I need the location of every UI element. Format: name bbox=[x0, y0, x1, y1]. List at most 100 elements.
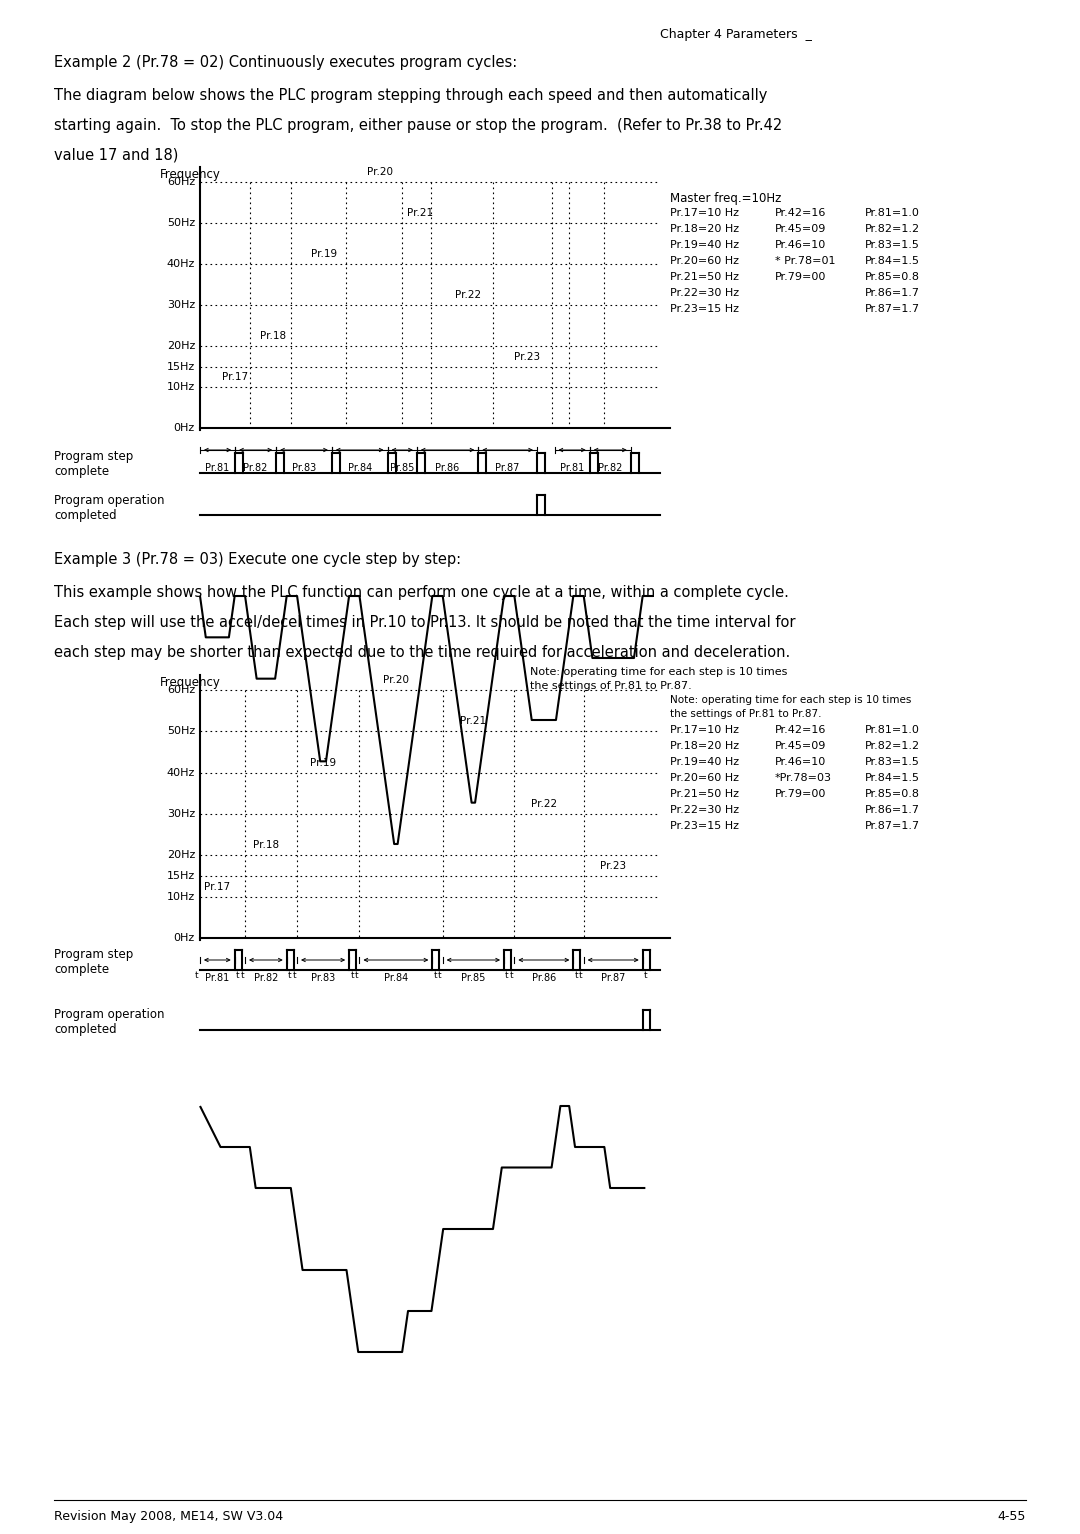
Text: Pr.85: Pr.85 bbox=[390, 463, 415, 472]
Text: t: t bbox=[433, 971, 437, 980]
Text: Pr.20=60 Hz: Pr.20=60 Hz bbox=[670, 256, 739, 265]
Text: 50Hz: 50Hz bbox=[166, 218, 195, 229]
Text: Pr.81: Pr.81 bbox=[205, 973, 229, 983]
Text: Pr.87: Pr.87 bbox=[496, 463, 519, 472]
Text: 0Hz: 0Hz bbox=[174, 423, 195, 433]
Text: Note: operating time for each step is 10 times: Note: operating time for each step is 10… bbox=[530, 667, 787, 676]
Text: Pr.83: Pr.83 bbox=[292, 463, 316, 472]
Text: Pr.45=09: Pr.45=09 bbox=[775, 741, 826, 752]
Text: Pr.86: Pr.86 bbox=[531, 973, 556, 983]
Text: Pr.84=1.5: Pr.84=1.5 bbox=[865, 773, 920, 782]
Text: Pr.42=16: Pr.42=16 bbox=[775, 209, 826, 218]
Text: 20Hz: 20Hz bbox=[166, 341, 195, 351]
Text: Pr.23=15 Hz: Pr.23=15 Hz bbox=[670, 821, 739, 831]
Text: t: t bbox=[195, 971, 199, 980]
Text: Pr.23=15 Hz: Pr.23=15 Hz bbox=[670, 304, 739, 314]
Text: 0Hz: 0Hz bbox=[174, 933, 195, 943]
Text: t: t bbox=[288, 971, 292, 980]
Text: 40Hz: 40Hz bbox=[166, 767, 195, 778]
Text: 40Hz: 40Hz bbox=[166, 259, 195, 268]
Text: Pr.81: Pr.81 bbox=[205, 463, 230, 472]
Text: * Pr.78=01: * Pr.78=01 bbox=[775, 256, 836, 265]
Text: Pr.19=40 Hz: Pr.19=40 Hz bbox=[670, 756, 739, 767]
Text: 10Hz: 10Hz bbox=[166, 382, 195, 393]
Text: Pr.22=30 Hz: Pr.22=30 Hz bbox=[670, 805, 739, 815]
Text: Pr.21: Pr.21 bbox=[407, 209, 433, 218]
Text: Chapter 4 Parameters  _: Chapter 4 Parameters _ bbox=[660, 28, 812, 41]
Text: t: t bbox=[644, 971, 648, 980]
Text: Pr.81=1.0: Pr.81=1.0 bbox=[865, 726, 920, 735]
Text: 50Hz: 50Hz bbox=[166, 726, 195, 736]
Text: each step may be shorter than expected due to the time required for acceleration: each step may be shorter than expected d… bbox=[54, 644, 791, 660]
Text: t: t bbox=[505, 971, 509, 980]
Text: value 17 and 18): value 17 and 18) bbox=[54, 147, 178, 163]
Text: 30Hz: 30Hz bbox=[166, 808, 195, 819]
Text: 60Hz: 60Hz bbox=[166, 176, 195, 187]
Text: Pr.87=1.7: Pr.87=1.7 bbox=[865, 304, 920, 314]
Text: t: t bbox=[240, 971, 244, 980]
Text: Pr.45=09: Pr.45=09 bbox=[775, 224, 826, 235]
Text: 30Hz: 30Hz bbox=[166, 301, 195, 310]
Text: Pr.19: Pr.19 bbox=[310, 758, 336, 767]
Text: t: t bbox=[437, 971, 442, 980]
Text: Pr.85=0.8: Pr.85=0.8 bbox=[865, 272, 920, 282]
Text: Example 2 (Pr.78 = 02) Continuously executes program cycles:: Example 2 (Pr.78 = 02) Continuously exec… bbox=[54, 55, 517, 71]
Text: the settings of Pr.81 to Pr.87.: the settings of Pr.81 to Pr.87. bbox=[530, 681, 692, 690]
Text: Pr.81=1.0: Pr.81=1.0 bbox=[865, 209, 920, 218]
Text: Pr.23: Pr.23 bbox=[600, 861, 626, 871]
Text: Pr.20: Pr.20 bbox=[367, 167, 393, 176]
Text: Pr.86=1.7: Pr.86=1.7 bbox=[865, 288, 920, 298]
Text: 10Hz: 10Hz bbox=[166, 891, 195, 902]
Text: Pr.85=0.8: Pr.85=0.8 bbox=[865, 788, 920, 799]
Text: Pr.22=30 Hz: Pr.22=30 Hz bbox=[670, 288, 739, 298]
Text: Program step
complete: Program step complete bbox=[54, 948, 133, 976]
Text: Pr.21=50 Hz: Pr.21=50 Hz bbox=[670, 272, 739, 282]
Text: Pr.87: Pr.87 bbox=[600, 973, 625, 983]
Text: Pr.82: Pr.82 bbox=[243, 463, 268, 472]
Text: Program operation
completed: Program operation completed bbox=[54, 494, 164, 522]
Text: Pr.17: Pr.17 bbox=[204, 882, 230, 891]
Text: Program step
complete: Program step complete bbox=[54, 449, 133, 479]
Text: Pr.18=20 Hz: Pr.18=20 Hz bbox=[670, 224, 739, 235]
Text: Pr.82=1.2: Pr.82=1.2 bbox=[865, 741, 920, 752]
Text: Pr.86: Pr.86 bbox=[435, 463, 460, 472]
Text: Pr.84: Pr.84 bbox=[383, 973, 408, 983]
Text: t: t bbox=[579, 971, 582, 980]
Text: Pr.20=60 Hz: Pr.20=60 Hz bbox=[670, 773, 739, 782]
Text: Pr.84=1.5: Pr.84=1.5 bbox=[865, 256, 920, 265]
Text: t: t bbox=[350, 971, 354, 980]
Text: Pr.79=00: Pr.79=00 bbox=[775, 788, 826, 799]
Text: t: t bbox=[235, 971, 240, 980]
Text: Each step will use the accel/decel times in Pr.10 to Pr.13. It should be noted t: Each step will use the accel/decel times… bbox=[54, 615, 796, 630]
Text: 20Hz: 20Hz bbox=[166, 850, 195, 861]
Text: Frequency: Frequency bbox=[160, 676, 221, 689]
Text: The diagram below shows the PLC program stepping through each speed and then aut: The diagram below shows the PLC program … bbox=[54, 87, 768, 103]
Text: Pr.83=1.5: Pr.83=1.5 bbox=[865, 756, 920, 767]
Text: Pr.85: Pr.85 bbox=[461, 973, 486, 983]
Text: Revision May 2008, ME14, SW V3.04: Revision May 2008, ME14, SW V3.04 bbox=[54, 1509, 283, 1523]
Text: 15Hz: 15Hz bbox=[166, 871, 195, 881]
Text: Program operation
completed: Program operation completed bbox=[54, 1008, 164, 1035]
Text: Pr.22: Pr.22 bbox=[455, 290, 482, 301]
Text: Pr.20: Pr.20 bbox=[383, 675, 409, 686]
Text: Pr.82: Pr.82 bbox=[598, 463, 622, 472]
Text: Pr.81: Pr.81 bbox=[559, 463, 584, 472]
Text: t: t bbox=[293, 971, 296, 980]
Text: Pr.83=1.5: Pr.83=1.5 bbox=[865, 239, 920, 250]
Text: This example shows how the PLC function can perform one cycle at a time, within : This example shows how the PLC function … bbox=[54, 584, 788, 600]
Text: Pr.19=40 Hz: Pr.19=40 Hz bbox=[670, 239, 739, 250]
Text: Pr.22: Pr.22 bbox=[530, 799, 557, 808]
Text: Pr.42=16: Pr.42=16 bbox=[775, 726, 826, 735]
Text: t: t bbox=[575, 971, 578, 980]
Text: Pr.46=10: Pr.46=10 bbox=[775, 756, 826, 767]
Text: t: t bbox=[510, 971, 513, 980]
Text: Pr.21: Pr.21 bbox=[460, 716, 486, 726]
Text: Pr.82=1.2: Pr.82=1.2 bbox=[865, 224, 920, 235]
Text: starting again.  To stop the PLC program, either pause or stop the program.  (Re: starting again. To stop the PLC program,… bbox=[54, 118, 782, 133]
Text: Pr.17: Pr.17 bbox=[222, 373, 248, 382]
Text: Pr.18: Pr.18 bbox=[260, 331, 286, 341]
Text: Example 3 (Pr.78 = 03) Execute one cycle step by step:: Example 3 (Pr.78 = 03) Execute one cycle… bbox=[54, 552, 461, 568]
Text: 4-55: 4-55 bbox=[998, 1509, 1026, 1523]
Text: 15Hz: 15Hz bbox=[166, 362, 195, 371]
Text: Frequency: Frequency bbox=[160, 169, 221, 181]
